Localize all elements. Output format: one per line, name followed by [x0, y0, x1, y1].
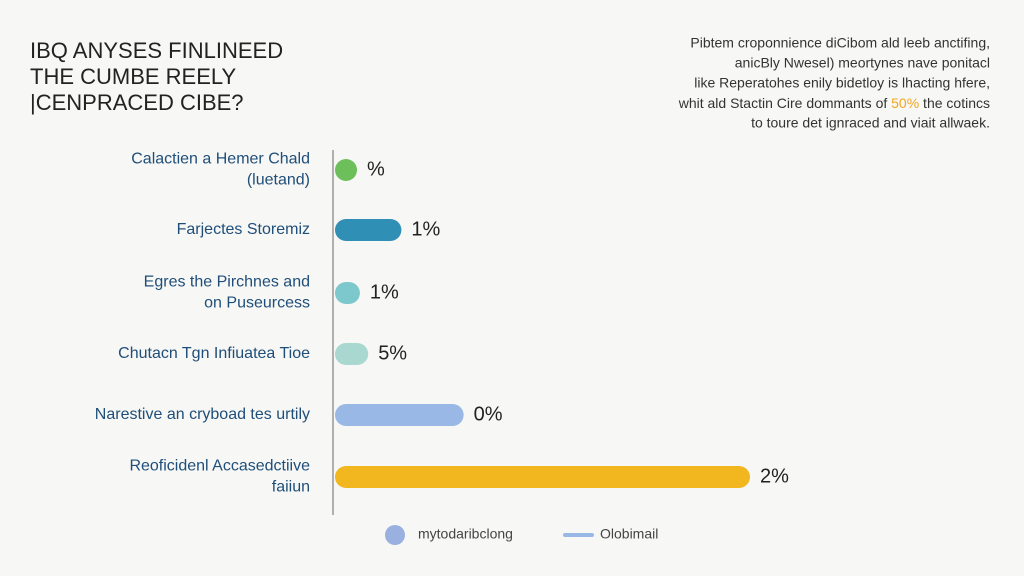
bar-label: 0% — [474, 403, 503, 425]
bar — [335, 282, 360, 304]
description-highlight: 50% — [891, 95, 919, 111]
legend-label: Olobimail — [600, 526, 658, 542]
category-label: Chutacn Tgn Infiuatea Tioe — [118, 345, 310, 362]
bar-label: % — [367, 158, 385, 180]
legend-label: mytodaribclong — [418, 526, 513, 542]
description: Pibtem croponnience diCibom ald leeb anc… — [690, 35, 990, 51]
bar — [335, 219, 402, 241]
category-label: on Puseurcess — [204, 295, 310, 312]
bar — [335, 466, 750, 488]
category-label: Calactien a Hemer Chald — [131, 151, 310, 168]
description-part: the cotincs — [919, 95, 990, 111]
bar — [335, 159, 357, 181]
category-label: Narestive an cryboad tes urtily — [95, 406, 310, 423]
bar — [335, 404, 464, 426]
bar-label: 1% — [411, 218, 440, 240]
description-part: whit ald Stactin Cire dommants of — [678, 95, 891, 111]
category-label: (luetand) — [247, 172, 310, 189]
bar-label: 2% — [760, 465, 789, 487]
chart-title: IBQ ANYSES FINLINEED — [30, 38, 283, 63]
bar-label: 5% — [378, 342, 407, 364]
category-label: Egres the Pirchnes and — [144, 274, 310, 291]
description: like Reperatohes enily bidetloy is lhact… — [694, 75, 990, 91]
bar — [335, 343, 369, 365]
chart-title: THE CUMBE REELY — [30, 64, 237, 89]
description: anicBly Nwesel) meortynes nave ponitacl — [735, 55, 990, 71]
category-label: Farjectes Storemiz — [177, 221, 310, 238]
chart-title: |CENPRACED CIBE? — [30, 90, 244, 115]
description: whit ald Stactin Cire dommants of 50% th… — [678, 95, 990, 111]
category-label: faiiun — [272, 479, 310, 496]
legend-marker — [385, 525, 405, 545]
category-label: Reoficidenl Accasedctiive — [129, 458, 310, 475]
bar-label: 1% — [370, 281, 399, 303]
description: to toure det ignraced and viait allwaek. — [751, 115, 990, 131]
